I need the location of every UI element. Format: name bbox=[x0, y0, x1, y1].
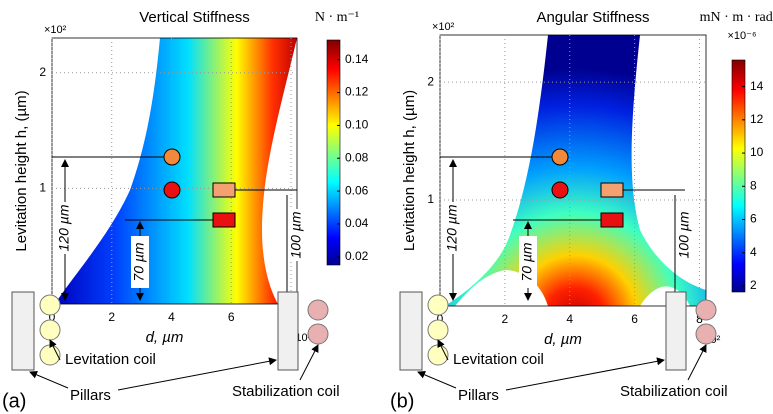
magnet-marker bbox=[212, 182, 236, 198]
stabilization-coil bbox=[695, 323, 717, 345]
x-tick-label: 6 bbox=[228, 310, 235, 324]
x-axis-label: d, µm bbox=[544, 331, 582, 348]
colorbar-tick-label: 14 bbox=[750, 79, 764, 93]
guide-line bbox=[505, 357, 665, 391]
stiffness-field bbox=[55, 38, 297, 304]
x-tick-label: 0 bbox=[49, 310, 56, 324]
colorbar-label: N · m⁻¹ bbox=[315, 10, 359, 25]
colorbar-tick-label: 0.06 bbox=[345, 183, 369, 197]
colorbar-tick-label: 0.04 bbox=[345, 216, 369, 230]
colorbar-tick-label: 0.10 bbox=[345, 118, 369, 132]
annotation: 100 µm bbox=[676, 211, 692, 258]
chart-title: Vertical Stiffness bbox=[139, 9, 250, 26]
colorbar-tick-label: 6 bbox=[750, 212, 757, 226]
guide-line bbox=[29, 371, 69, 389]
levitation-coil bbox=[427, 294, 449, 316]
colorbar bbox=[731, 59, 746, 293]
colorbar-tick-label: 12 bbox=[750, 112, 764, 126]
coil-label: Stabilization coil bbox=[620, 383, 728, 400]
colorbar-tick-label: 2 bbox=[750, 278, 757, 292]
annotation: 70 µm bbox=[131, 242, 147, 282]
magnet-marker bbox=[551, 181, 569, 199]
stabilization-coil bbox=[307, 299, 329, 321]
guide-line bbox=[417, 371, 457, 389]
pillar bbox=[11, 291, 35, 371]
colorbar-tick-label: 10 bbox=[750, 145, 764, 159]
stabilization-coil bbox=[307, 323, 329, 345]
x-tick-label: 2 bbox=[108, 310, 115, 324]
x-tick-label: 4 bbox=[168, 310, 175, 324]
magnet-marker bbox=[600, 182, 624, 198]
coil-label: Levitation coil bbox=[65, 351, 156, 368]
levitation-coil bbox=[427, 319, 449, 341]
x-tick-label: 0 bbox=[437, 312, 444, 326]
pillar bbox=[277, 291, 299, 371]
levitation-coil bbox=[39, 319, 61, 341]
panel-label: (a) bbox=[2, 390, 26, 412]
x-tick-label: 4 bbox=[566, 312, 573, 326]
colorbar-tick-label: 4 bbox=[750, 245, 757, 259]
colorbar bbox=[326, 39, 341, 266]
guide-line bbox=[49, 339, 61, 361]
annotation: 100 µm bbox=[288, 211, 304, 258]
annotation: 70 µm bbox=[519, 242, 535, 282]
x-tick-label: 2 bbox=[502, 312, 509, 326]
x-tick-label: 6 bbox=[631, 312, 638, 326]
x-tick-label: 8 bbox=[696, 312, 703, 326]
magnet-marker bbox=[212, 212, 236, 228]
colorbar-multiplier: ×10⁻⁶ bbox=[728, 30, 757, 42]
pillars-label: Pillars bbox=[70, 387, 111, 404]
annotation-box bbox=[519, 236, 537, 288]
y-axis-label: Levitation height h, (µm) bbox=[401, 90, 418, 251]
y-multiplier: ×10² bbox=[44, 24, 67, 36]
colorbar-label: mN · m · rad⁻¹ bbox=[700, 10, 773, 25]
guide-line bbox=[299, 344, 319, 381]
y-tick-label: 1 bbox=[39, 181, 46, 195]
y-tick-label: 1 bbox=[427, 192, 434, 206]
annotation-box bbox=[444, 202, 462, 254]
plot-frame bbox=[439, 34, 707, 307]
levitation-coil bbox=[39, 294, 61, 316]
annotation: 120 µm bbox=[56, 204, 72, 251]
magnet-marker bbox=[551, 148, 569, 166]
pillars-label: Pillars bbox=[458, 387, 499, 404]
magnet-marker bbox=[600, 212, 624, 228]
coil-label: Levitation coil bbox=[453, 351, 544, 368]
annotation: 120 µm bbox=[444, 204, 460, 251]
annotation-box bbox=[56, 202, 74, 254]
panel-label: (b) bbox=[390, 390, 414, 412]
guide-line bbox=[437, 339, 449, 361]
y-tick-label: 2 bbox=[39, 65, 46, 79]
stabilization-coil bbox=[695, 299, 717, 321]
colorbar-tick-label: 0.08 bbox=[345, 150, 369, 164]
annotation-box bbox=[288, 209, 306, 261]
annotation-box bbox=[676, 209, 694, 261]
guide-line bbox=[687, 344, 707, 381]
y-tick-label: 2 bbox=[427, 74, 434, 88]
magnet-marker bbox=[163, 181, 181, 199]
colorbar-tick-label: 0.02 bbox=[345, 249, 369, 263]
y-axis-label: Levitation height h, (µm) bbox=[13, 90, 30, 251]
chart-title: Angular Stiffness bbox=[536, 9, 649, 26]
magnet-marker bbox=[163, 148, 181, 166]
colorbar-tick-label: 0.12 bbox=[345, 85, 369, 99]
colorbar-tick-label: 8 bbox=[750, 178, 757, 192]
guide-line bbox=[117, 357, 277, 391]
y-multiplier: ×10² bbox=[432, 21, 455, 33]
colorbar-tick-label: 0.14 bbox=[345, 52, 369, 66]
coil-label: Stabilization coil bbox=[232, 383, 340, 400]
x-axis-label: d, µm bbox=[146, 329, 184, 346]
stiffness-field bbox=[445, 35, 706, 306]
pillar bbox=[399, 291, 423, 371]
annotation-box bbox=[131, 236, 149, 288]
pillar bbox=[665, 291, 687, 371]
